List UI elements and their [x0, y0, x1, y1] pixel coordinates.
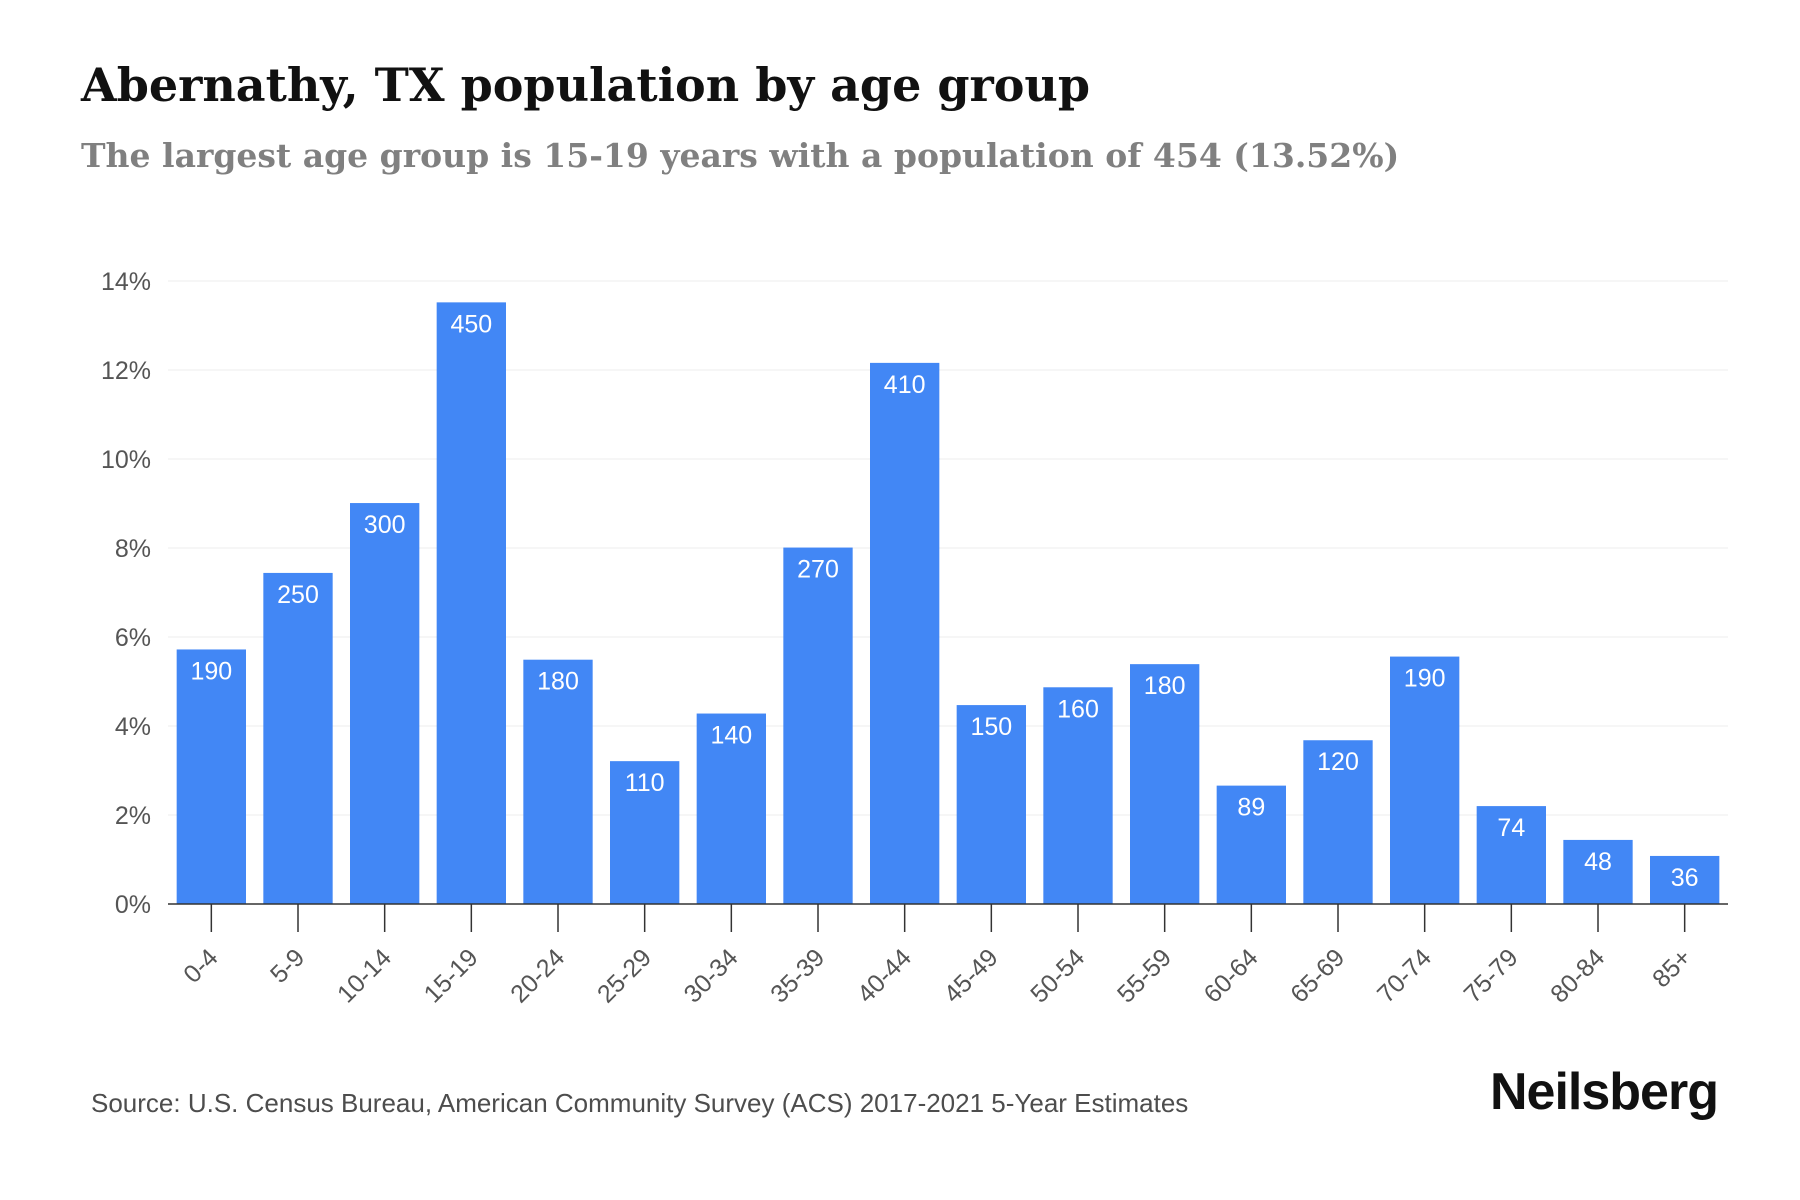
x-tick-label: 70-74	[1372, 943, 1437, 1008]
data-label: 300	[364, 511, 406, 539]
data-label: 36	[1671, 864, 1699, 892]
bar-65-69	[1303, 740, 1373, 904]
data-label: 190	[190, 657, 232, 685]
x-tick-label: 65-69	[1285, 943, 1350, 1008]
bar-35-39	[783, 547, 853, 904]
data-label: 120	[1317, 748, 1359, 776]
bar-85+	[1650, 855, 1720, 904]
data-label: 150	[970, 713, 1012, 741]
y-tick-label: 12%	[101, 357, 151, 385]
y-tick-label: 2%	[115, 802, 151, 830]
data-label: 140	[710, 722, 752, 750]
bar-80-84	[1563, 839, 1633, 904]
x-tick-label: 50-54	[1025, 943, 1090, 1008]
data-label: 89	[1237, 794, 1265, 822]
x-tick-label: 40-44	[852, 943, 917, 1008]
x-tick-label: 75-79	[1459, 943, 1524, 1008]
bar-5-9	[263, 572, 333, 904]
data-label: 110	[625, 769, 665, 797]
y-tick-label: 0%	[115, 891, 151, 919]
x-tick-label: 55-59	[1112, 943, 1177, 1008]
bar-40-44	[870, 362, 940, 904]
data-label: 74	[1497, 814, 1525, 842]
y-tick-label: 8%	[115, 535, 151, 563]
bar-0-4	[176, 649, 246, 904]
data-label: 180	[1144, 672, 1186, 700]
data-label: 48	[1584, 848, 1612, 876]
data-label: 160	[1057, 695, 1099, 723]
x-tick-label: 85+	[1647, 943, 1697, 993]
x-tick-label: 15-19	[419, 943, 484, 1008]
data-label: 190	[1404, 665, 1446, 693]
y-tick-label: 10%	[101, 446, 151, 474]
bar-45-49	[956, 705, 1026, 904]
data-label: 180	[537, 668, 579, 696]
x-tick-label: 20-24	[505, 943, 570, 1008]
bar-20-24	[523, 659, 593, 904]
y-tick-label: 4%	[115, 713, 151, 741]
bar-60-64	[1216, 785, 1286, 904]
bar-10-14	[350, 503, 420, 904]
source-note: Source: U.S. Census Bureau, American Com…	[91, 1088, 1189, 1118]
chart-subtitle: The largest age group is 15-19 years wit…	[81, 136, 1400, 175]
data-label: 410	[884, 371, 926, 399]
bar-50-54	[1043, 687, 1113, 904]
x-tick-label: 10-14	[332, 943, 397, 1008]
bar-chart: 0% 2% 4% 6% 8% 10% 12% 14% 190 0-4 250 5-9 300 10-14 4…	[101, 268, 1728, 1008]
chart-title: Abernathy, TX population by age group	[81, 58, 1091, 112]
bar-75-79	[1476, 806, 1546, 904]
data-label: 270	[797, 556, 839, 584]
bar-25-29	[610, 761, 680, 904]
bar-15-19	[436, 302, 506, 904]
x-tick-label: 5-9	[265, 943, 310, 988]
x-tick-label: 30-34	[679, 943, 744, 1008]
bar-30-34	[696, 713, 766, 904]
x-tick-label: 45-49	[939, 943, 1004, 1008]
x-tick-label: 80-84	[1545, 943, 1610, 1008]
brand-logo: Neilsberg	[1490, 1063, 1719, 1121]
bar-55-59	[1130, 664, 1200, 904]
y-tick-label: 14%	[101, 268, 151, 296]
x-tick-label: 0-4	[178, 943, 223, 988]
bar-70-74	[1390, 656, 1460, 904]
x-tick-label: 35-39	[765, 943, 830, 1008]
x-tick-label: 60-64	[1199, 943, 1264, 1008]
data-label: 450	[450, 310, 492, 338]
y-tick-label: 6%	[115, 624, 151, 652]
x-tick-label: 25-29	[592, 943, 657, 1008]
data-label: 250	[277, 581, 319, 609]
